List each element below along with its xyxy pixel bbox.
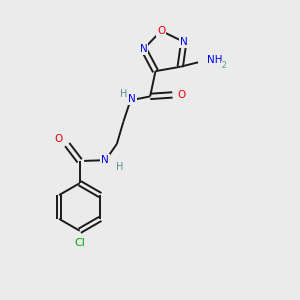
Text: H: H <box>116 162 124 172</box>
Text: N: N <box>128 94 136 104</box>
Text: NH: NH <box>207 55 223 65</box>
Text: O: O <box>177 90 185 100</box>
Text: O: O <box>55 134 63 144</box>
Text: H: H <box>120 89 127 99</box>
Text: N: N <box>180 37 188 47</box>
Text: Cl: Cl <box>74 238 85 248</box>
Text: 2: 2 <box>222 61 226 70</box>
Text: N: N <box>101 155 109 165</box>
Text: O: O <box>157 26 165 36</box>
Text: N: N <box>140 44 148 54</box>
